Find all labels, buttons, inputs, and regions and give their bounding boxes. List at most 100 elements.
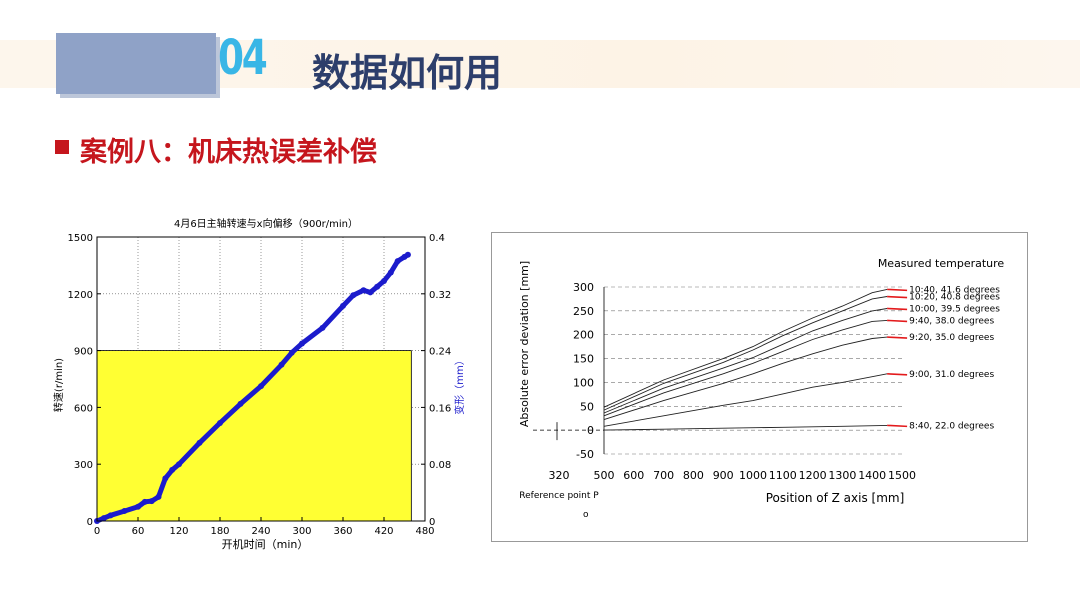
y2-tick-label: 0.4 xyxy=(429,233,445,244)
deformation-point xyxy=(319,324,326,331)
chart-left-ylabel: 转速(r/min) xyxy=(52,358,65,412)
section-title: 数据如何用 xyxy=(312,51,503,95)
temperature-line xyxy=(603,424,888,431)
y2-tick-label: 0 xyxy=(429,517,435,528)
y2-tick-label: 0.16 xyxy=(429,403,451,414)
temperature-line xyxy=(603,373,888,427)
bullet-square-icon xyxy=(55,140,69,154)
chart-left-line xyxy=(94,251,411,524)
x-tick-label: 1200 xyxy=(799,469,827,482)
x-tick-label: 320 xyxy=(549,469,570,482)
legend-marker xyxy=(887,319,908,323)
y-tick-label: 50 xyxy=(580,400,594,413)
reference-point-subscript: o xyxy=(583,510,589,520)
x-tick-label: 300 xyxy=(292,526,311,537)
deformation-point xyxy=(121,508,128,515)
deformation-point xyxy=(237,400,244,407)
x-tick-label: 1000 xyxy=(739,469,767,482)
chart-right-xlabel: Position of Z axis [mm] xyxy=(766,491,905,505)
y-tick-label: 0 xyxy=(587,424,594,437)
x-tick-label: 120 xyxy=(169,526,188,537)
x-tick-label: 240 xyxy=(251,526,270,537)
x-tick-label: 500 xyxy=(594,469,615,482)
legend-label: 10:20, 40.8 degrees xyxy=(909,293,1000,303)
deformation-point xyxy=(107,512,114,519)
deformation-point xyxy=(340,302,346,309)
x-tick-label: 360 xyxy=(333,526,352,537)
legend-marker xyxy=(887,424,908,428)
y-tick-label: 600 xyxy=(74,403,93,414)
chart-right-y-ticks: -50 0 50 100 150 200 250 300 xyxy=(573,281,594,461)
legend-label: 8:40, 22.0 degrees xyxy=(909,421,994,431)
y-tick-label: -50 xyxy=(576,448,594,461)
x-tick-label: 1500 xyxy=(888,469,916,482)
legend-marker xyxy=(887,336,908,339)
x-tick-label: 600 xyxy=(623,469,644,482)
y-tick-label: 300 xyxy=(573,281,594,294)
legend-label: 9:00, 31.0 degrees xyxy=(909,370,994,380)
y2-tick-label: 0.32 xyxy=(429,290,451,301)
deformation-point xyxy=(100,515,107,522)
x-tick-label: 1300 xyxy=(828,469,856,482)
y-tick-label: 200 xyxy=(573,329,594,342)
speed-area xyxy=(96,350,412,522)
x-tick-label: 60 xyxy=(132,526,145,537)
chart-right-grid xyxy=(604,286,902,455)
case-title: 案例八：机床热误差补偿 xyxy=(80,137,377,168)
x-tick-label: 700 xyxy=(653,469,674,482)
deformation-point xyxy=(135,503,141,510)
deformation-point xyxy=(169,466,176,473)
deformation-point xyxy=(367,289,374,296)
deformation-point xyxy=(381,278,387,285)
legend-label: 10:40, 41.6 degrees xyxy=(909,285,1000,295)
chart-right-border xyxy=(491,232,1028,542)
temperature-line xyxy=(603,308,888,414)
chart-left-y-ticks: 0 300 600 900 1200 1500 xyxy=(68,233,101,528)
temperature-line xyxy=(603,288,888,408)
x-tick-label: 800 xyxy=(683,469,704,482)
legend-marker xyxy=(887,295,908,299)
x-tick-label: 180 xyxy=(210,526,229,537)
y-tick-label: 0 xyxy=(87,517,93,528)
section-number: 04 xyxy=(218,30,268,86)
legend-label: 10:00, 39.5 degrees xyxy=(909,304,1000,314)
deformation-point xyxy=(350,292,357,299)
deformation-point xyxy=(258,383,264,390)
temperature-line xyxy=(603,336,888,421)
y-tick-label: 1200 xyxy=(68,290,93,301)
x-tick-label: 0 xyxy=(94,526,100,537)
chart-left-area xyxy=(96,350,412,522)
y-tick-label: 300 xyxy=(74,460,93,471)
legend-marker xyxy=(887,288,908,292)
x-tick-label: 1100 xyxy=(769,469,797,482)
chart-left-xlabel: 开机时间（min） xyxy=(222,537,309,551)
y-tick-label: 250 xyxy=(573,305,594,318)
deformation-point xyxy=(404,251,411,258)
chart-left-y2label: 变形（mm） xyxy=(453,355,466,414)
deformation-point xyxy=(288,349,295,356)
number-block xyxy=(56,33,216,94)
chart-left-y2-ticks: 0 0.08 0.16 0.24 0.32 0.4 xyxy=(421,233,451,528)
deformation-point xyxy=(387,269,394,276)
deformation-point xyxy=(299,340,305,347)
temperature-line xyxy=(603,296,888,411)
deformation-point xyxy=(155,493,162,500)
chart-left-title: 4月6日主轴转速与x向偏移（900r/min） xyxy=(174,217,358,230)
y-tick-label: 100 xyxy=(573,376,594,389)
legend-label: 9:20, 35.0 degrees xyxy=(909,333,994,343)
chart-right-ylabel: Absolute error deviation [mm] xyxy=(518,261,531,427)
spindle-speed-chart: 4月6日主轴转速与x向偏移（900r/min） 0 60 120 180 240 300 3… xyxy=(52,217,466,551)
deformation-point xyxy=(217,420,223,427)
reference-point-label: Reference point P xyxy=(519,491,599,501)
temperature-line xyxy=(603,319,888,417)
chart-left-x-ticks: 0 60 120 180 240 300 360 420 480 xyxy=(94,517,435,537)
x-tick-label: 420 xyxy=(374,526,393,537)
legend-marker xyxy=(887,307,908,311)
deformation-point xyxy=(162,475,169,482)
x-tick-label: 480 xyxy=(415,526,434,537)
y2-tick-label: 0.08 xyxy=(429,460,451,471)
x-tick-label: 1400 xyxy=(858,469,886,482)
deformation-point xyxy=(176,461,182,468)
